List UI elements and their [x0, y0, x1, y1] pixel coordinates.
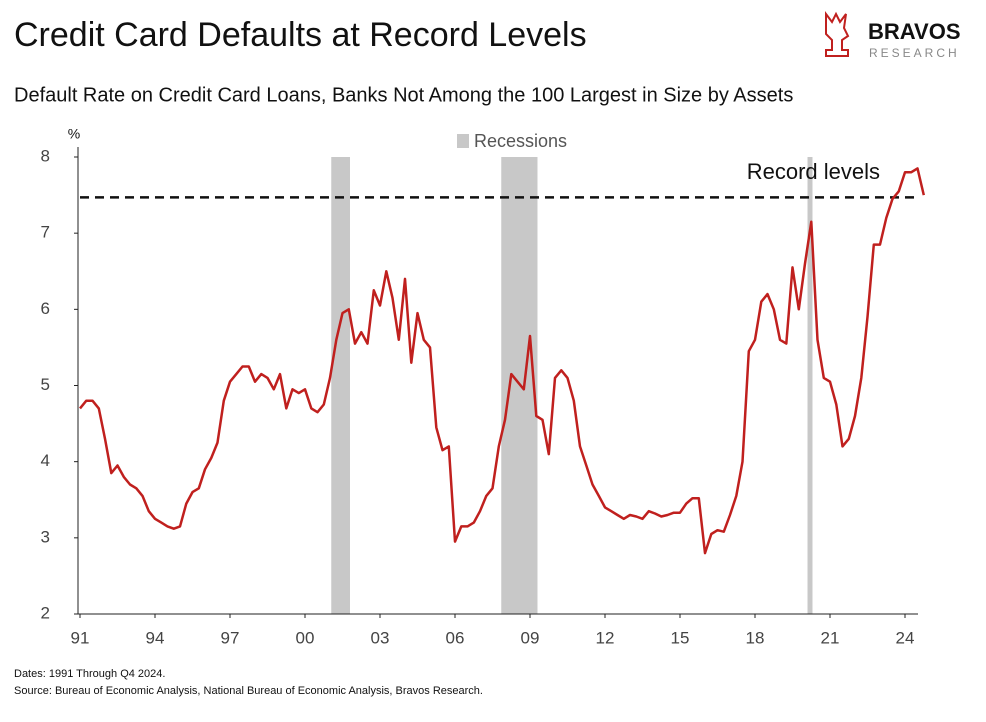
x-tick-label: 18	[746, 628, 765, 647]
y-unit: %	[68, 126, 80, 142]
y-tick-label: 3	[41, 527, 50, 546]
y-tick-label: 7	[41, 223, 50, 242]
x-tick-label: 06	[446, 628, 465, 647]
annotation: Record levels	[747, 159, 880, 184]
x-tick-label: 24	[896, 628, 915, 647]
x-tick-label: 91	[71, 628, 90, 647]
brand-sub: RESEARCH	[869, 46, 960, 60]
x-tick-label: 12	[596, 628, 615, 647]
note: Dates: 1991 Through Q4 2024.	[14, 668, 165, 680]
recession-band	[807, 157, 813, 614]
chart-subtitle: Default Rate on Credit Card Loans, Banks…	[14, 84, 793, 106]
brand: BRAVOS	[868, 19, 961, 44]
y-tick-label: 5	[41, 375, 50, 394]
x-tick-label: 97	[221, 628, 240, 647]
x-tick-label: 00	[296, 628, 315, 647]
y-tick-label: 6	[41, 299, 50, 318]
y-tick-label: 8	[41, 146, 50, 165]
x-tick-label: 21	[821, 628, 840, 647]
x-tick-label: 03	[371, 628, 390, 647]
x-tick-label: 09	[521, 628, 540, 647]
note: Source: Bureau of Economic Analysis, Nat…	[14, 685, 483, 697]
y-tick-label: 4	[41, 451, 50, 470]
legend-swatch	[457, 134, 469, 148]
x-tick-label: 15	[671, 628, 690, 647]
x-tick-label: 94	[146, 628, 165, 647]
logo: BRAVOS RESEARCH	[825, 11, 961, 60]
y-tick-label: 2	[41, 603, 50, 622]
chart-title: Credit Card Defaults at Record Levels	[14, 16, 587, 54]
recession-band	[331, 157, 350, 614]
legend-label: Recessions	[474, 131, 567, 151]
logo-icon	[825, 11, 850, 57]
data-line	[79, 167, 926, 555]
